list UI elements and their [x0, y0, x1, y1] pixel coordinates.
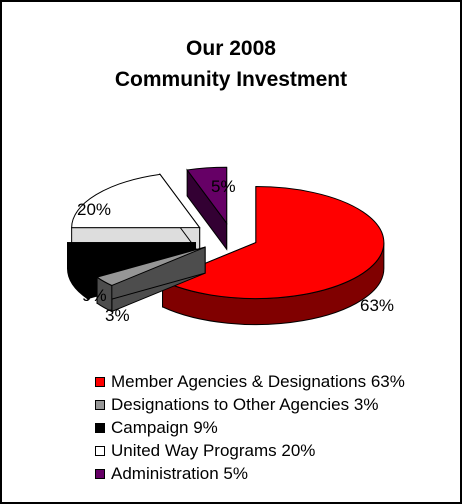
legend-swatch-united-way-programs	[95, 445, 105, 456]
legend-label-other-agencies: Designations to Other Agencies 3%	[111, 394, 379, 414]
pie-slice-member-agencies	[161, 186, 385, 300]
pie-slice-other-agencies	[95, 246, 206, 287]
legend-label-member-agencies: Member Agencies & Designations 63%	[111, 371, 405, 391]
legend-swatch-member-agencies	[95, 376, 105, 387]
data-label-other-agencies: 3%	[105, 306, 130, 325]
legend-swatch-campaign	[95, 422, 105, 433]
legend-item-member-agencies: Member Agencies & Designations 63%	[95, 370, 457, 393]
pie-slice-united-way-programs	[71, 173, 201, 229]
data-label-administration: 5%	[211, 177, 236, 196]
chart-title: Our 2008 Community Investment	[0, 33, 462, 95]
legend-swatch-other-agencies	[95, 399, 105, 410]
legend-item-united-way-programs: United Way Programs 20%	[95, 439, 457, 462]
legend-item-campaign: Campaign 9%	[95, 416, 457, 439]
legend-label-administration: Administration 5%	[111, 463, 249, 483]
data-label-member-agencies: 63%	[360, 296, 394, 315]
chart-title-line-1: Our 2008	[186, 37, 276, 60]
legend-label-campaign: Campaign 9%	[111, 417, 218, 437]
legend-item-administration: Administration 5%	[95, 462, 457, 485]
pie-slice-administration	[186, 166, 228, 225]
legend-swatch-administration	[95, 468, 105, 479]
legend-item-other-agencies: Designations to Other Agencies 3%	[95, 393, 457, 416]
pie-slice-campaign	[67, 242, 196, 274]
data-label-campaign: 9%	[82, 286, 107, 305]
legend: Member Agencies & Designations 63% Desig…	[95, 370, 457, 485]
data-label-united-way-programs: 20%	[77, 200, 111, 219]
chart-title-line-2: Community Investment	[114, 68, 348, 91]
legend-label-united-way-programs: United Way Programs 20%	[111, 440, 316, 460]
